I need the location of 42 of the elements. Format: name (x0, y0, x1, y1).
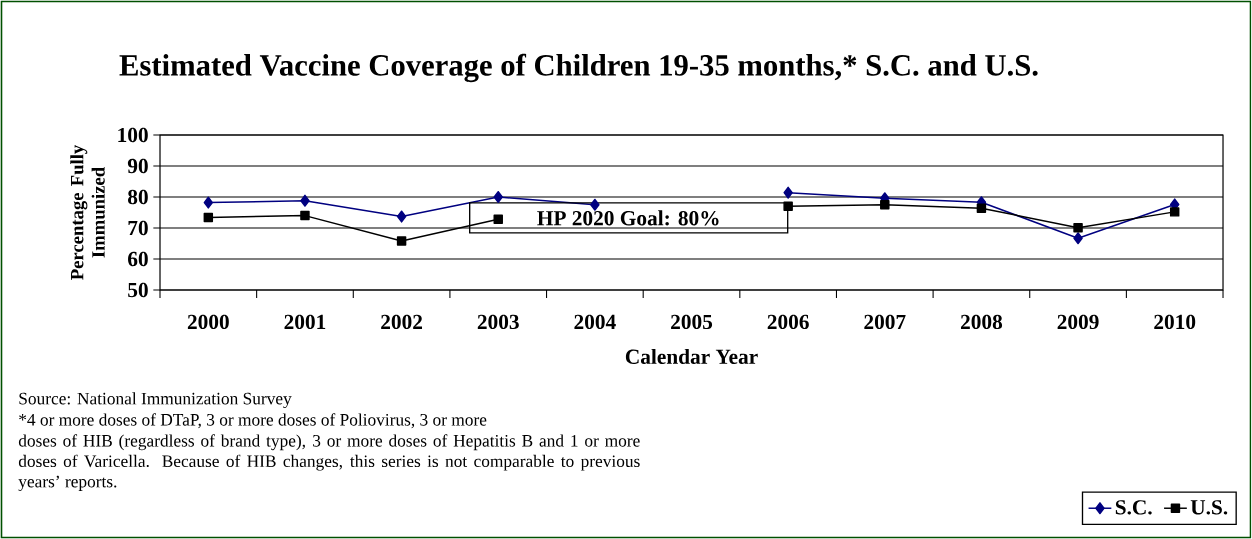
x-axis-title: Calendar Year (625, 348, 758, 364)
chart-title: Estimated Vaccine Coverage of Children 19-35 months,* S.C. and U.S. (119, 53, 1038, 83)
legend-label: S.C. (1115, 500, 1152, 515)
y-tick-label: 70 (128, 220, 148, 236)
point (976, 203, 987, 213)
x-tick-label: 2002 (381, 314, 423, 330)
y-tick-label: 90 (127, 158, 148, 174)
point (1073, 232, 1083, 245)
point (396, 236, 407, 246)
point (1073, 222, 1083, 233)
point (783, 186, 793, 199)
legend-label: U.S. (1190, 500, 1228, 515)
y-tick-label: 100 (118, 127, 148, 143)
text: doses of HIB (regardless of brand type), 3 or more doses of Hepatitis B and 1 or more doses of Varicella. Because of HIB changes, this series is not comparable to previous years’ reports. (18, 434, 640, 492)
x-tick-label: 2005 (671, 314, 713, 330)
y-tick-label: 50 (128, 282, 148, 298)
point (300, 210, 310, 221)
x-tick-label: 2006 (767, 314, 809, 330)
y-tick-label: 60 (128, 251, 148, 267)
text: *4 or more doses of DTaP, 3 or more doses of Poliovirus, 3 or more (19, 413, 487, 429)
point (1169, 207, 1180, 217)
x-tick-label: 2008 (960, 314, 1003, 330)
point (300, 194, 310, 207)
y-tick-label: 80 (128, 189, 148, 205)
x-tick-label: 2001 (284, 314, 326, 330)
point (493, 190, 503, 204)
point (880, 200, 890, 210)
annotation: HP 2020 Goal: 80% (537, 210, 719, 226)
source-note: Source: National Immunization Survey (19, 392, 292, 409)
x-tick-label: 2007 (864, 314, 906, 330)
x-tick-label: 2003 (477, 314, 519, 330)
x-tick-label: 2009 (1057, 314, 1099, 330)
x-tick-label: 2004 (574, 314, 616, 330)
point (203, 196, 214, 209)
x-tick-label: 2000 (187, 314, 229, 330)
y-axis-title: Percentage Fully Immunized (70, 144, 105, 280)
point (396, 210, 407, 223)
point (590, 198, 600, 211)
point (493, 214, 503, 225)
point (783, 201, 793, 212)
point (203, 212, 214, 223)
x-tick-label: 2010 (1154, 314, 1196, 330)
